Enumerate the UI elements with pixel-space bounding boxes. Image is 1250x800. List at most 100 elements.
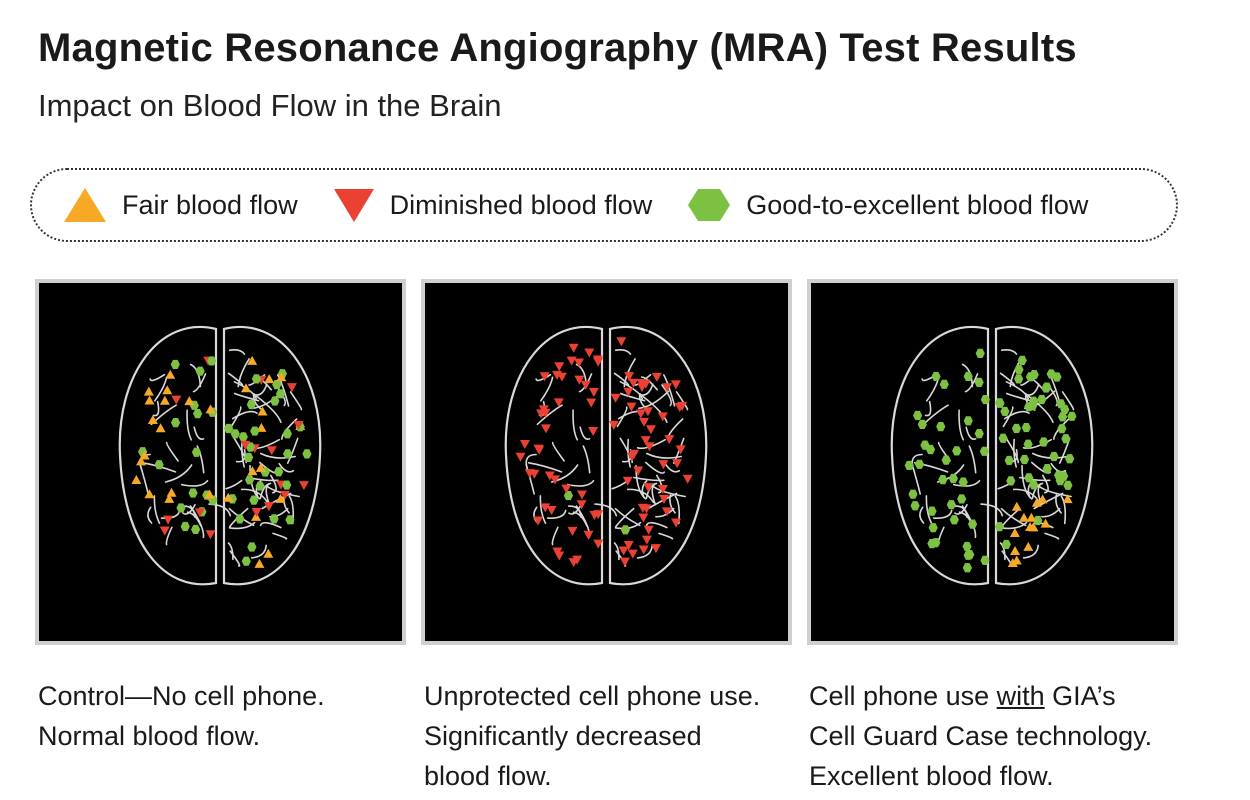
flow-marker-diminished [629, 449, 640, 459]
flow-marker-fair [1062, 494, 1073, 504]
flow-marker-good [974, 377, 984, 387]
flow-marker-diminished [540, 424, 551, 434]
flow-marker-diminished [539, 372, 550, 382]
flow-marker-diminished [671, 518, 682, 528]
flow-marker-good [282, 480, 292, 490]
blood-vessels [911, 349, 1075, 567]
flow-marker-diminished [263, 502, 274, 512]
flow-marker-good [1061, 434, 1071, 444]
flow-marker-good [946, 500, 956, 510]
flow-marker-good [188, 488, 198, 498]
flow-marker-diminished [640, 436, 651, 446]
flow-marker-diminished [286, 383, 297, 393]
flow-marker-fair [251, 511, 262, 521]
flow-marker-good [1042, 464, 1052, 474]
flow-marker-diminished [546, 505, 557, 515]
flow-marker-diminished [651, 372, 662, 382]
flow-marker-good [963, 416, 973, 426]
caption-line: Cell phone use with GIA’s [809, 676, 1189, 716]
flow-marker-fair [247, 466, 258, 476]
flow-marker-good [980, 394, 990, 405]
left-hemisphere-outline [504, 326, 604, 586]
flow-marker-good [948, 473, 959, 484]
flow-marker-fair [1031, 497, 1042, 507]
flow-marker-fair [1009, 527, 1020, 537]
flow-marker-good [244, 452, 254, 463]
flow-marker-good [957, 494, 967, 504]
flow-marker-diminished [519, 439, 530, 449]
flow-marker-good [975, 348, 985, 359]
flow-marker-good [1067, 411, 1077, 421]
flow-marker-diminished [633, 466, 644, 476]
flow-marker-fair [1010, 546, 1021, 556]
flow-marker-good [931, 371, 941, 382]
flow-marker-good [998, 433, 1008, 443]
flow-marker-fair [136, 456, 147, 466]
flow-marker-fair [1023, 541, 1034, 551]
flow-marker-good [939, 379, 949, 389]
flow-marker-diminished [266, 446, 277, 456]
flow-marker-diminished [664, 435, 675, 445]
flow-marker-fair [247, 355, 258, 365]
flow-marker-diminished [554, 362, 565, 372]
flow-marker-good [928, 523, 938, 533]
flow-marker-diminished [622, 476, 633, 486]
flow-marker-diminished [580, 380, 591, 390]
caption-protected: Cell phone use with GIA’s Cell Guard Cas… [809, 676, 1189, 796]
legend-item-fair: Fair blood flow [62, 185, 298, 225]
flow-marker-diminished [650, 544, 661, 554]
flow-marker-good [908, 489, 918, 499]
flow-marker-good [255, 481, 265, 491]
flow-marker-fair [1028, 522, 1039, 532]
left-hemisphere-outline [118, 326, 218, 586]
brain-scan-control [35, 279, 406, 645]
flow-marker-good [912, 410, 923, 421]
flow-marker-diminished [251, 507, 262, 517]
left-hemisphere-outline [890, 326, 990, 586]
flow-marker-good [1014, 374, 1024, 384]
flow-marker-good [925, 444, 936, 455]
flow-marker-good [1049, 451, 1059, 462]
flow-marker-diminished [675, 445, 686, 455]
caption-line: Excellent blood flow. [809, 761, 1054, 791]
flow-marker-diminished [639, 417, 650, 427]
flow-marker-fair [1018, 512, 1029, 522]
triangle-down-icon [333, 189, 374, 222]
flow-marker-diminished [657, 412, 668, 422]
caption-line: Normal blood flow. [38, 721, 261, 751]
hexagon-icon [688, 189, 731, 221]
flow-marker-good [931, 538, 941, 548]
flow-marker-good [1039, 437, 1049, 447]
flow-marker-diminished [540, 408, 551, 418]
flow-marker-diminished [641, 535, 652, 545]
flow-marker-good [941, 455, 951, 465]
flow-marker-fair [139, 450, 150, 460]
flow-marker-good [246, 399, 256, 410]
flow-marker-good [1000, 406, 1010, 417]
flow-marker-good [275, 389, 286, 399]
flow-marker-diminished [638, 545, 649, 555]
flow-marker-good [1060, 404, 1070, 415]
flow-marker-fair [205, 404, 216, 414]
right-hemisphere-outline [994, 326, 1094, 586]
flow-marker-diminished [205, 530, 216, 540]
flow-marker-good [270, 396, 280, 406]
flow-marker-diminished [589, 511, 600, 521]
flow-marker-good [995, 398, 1005, 408]
flow-marker-good [238, 432, 248, 442]
flow-marker-diminished [574, 358, 585, 368]
blood-vessels [525, 349, 689, 567]
flow-marker-good [949, 515, 959, 525]
flow-marker-diminished [553, 398, 564, 408]
flow-marker-fair [144, 395, 155, 405]
flow-marker-diminished [623, 540, 634, 550]
flow-marker-diminished [592, 355, 603, 365]
caption-line: blood flow. [424, 761, 552, 791]
flow-marker-diminished [574, 375, 585, 385]
flow-marker-fair [165, 369, 176, 379]
flow-marker-diminished [171, 395, 182, 405]
flow-marker-good [285, 515, 295, 525]
flow-marker-diminished [568, 343, 579, 353]
flow-marker-diminished [628, 378, 639, 388]
flow-marker-diminished [566, 356, 577, 366]
